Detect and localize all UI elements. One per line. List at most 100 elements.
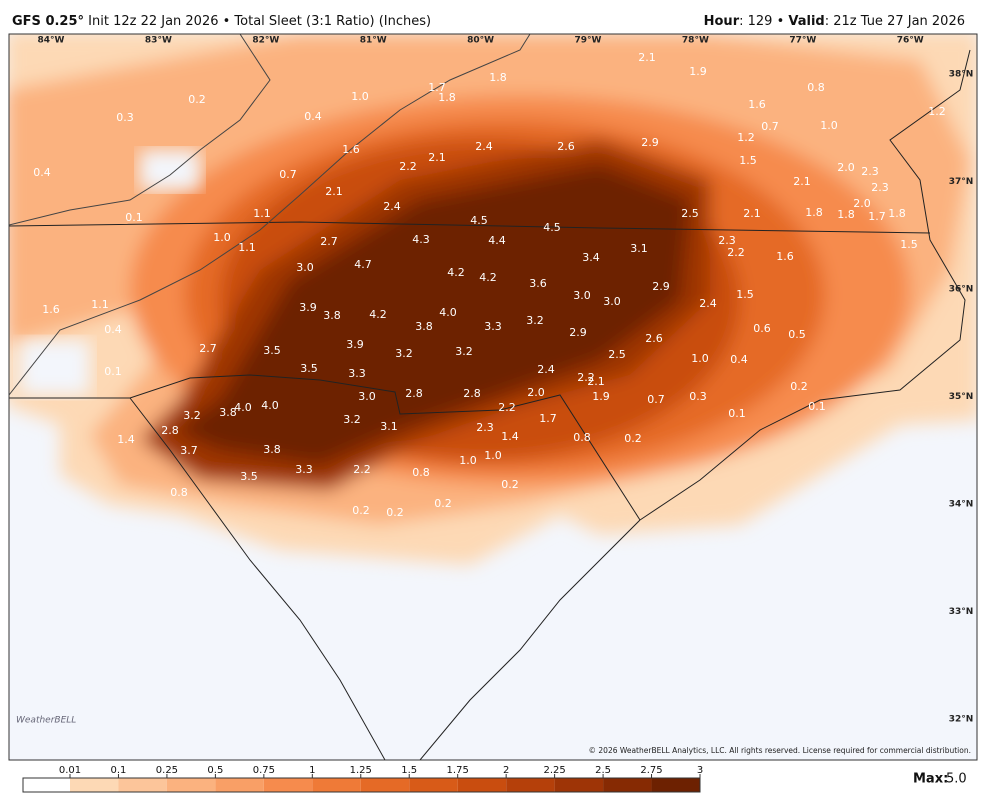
amount-label: 0.7: [647, 393, 665, 406]
amount-label: 2.3: [861, 165, 879, 178]
amount-label: 1.6: [776, 250, 794, 263]
max-label: Max:: [913, 772, 948, 787]
amount-label: 4.7: [354, 258, 372, 271]
longitude-label: 83°W: [145, 36, 172, 46]
header-left: GFS 0.25° Init 12z 22 Jan 2026 • Total S…: [12, 14, 431, 29]
amount-label: 3.0: [603, 295, 621, 308]
amount-label: 2.9: [569, 326, 587, 339]
colorbar-swatch: [554, 778, 604, 792]
latitude-label: 33°N: [949, 607, 974, 617]
amount-label: 0.2: [501, 478, 519, 491]
longitude-label: 81°W: [360, 36, 387, 46]
amount-label: 4.5: [543, 221, 561, 234]
amount-label: 2.8: [161, 424, 179, 437]
amount-label: 2.9: [652, 280, 670, 293]
amount-label: 0.4: [104, 323, 122, 336]
amount-label: 2.4: [537, 363, 555, 376]
sleet-shading: [9, 34, 977, 565]
amount-label: 1.2: [928, 105, 946, 118]
amount-label: 2.2: [498, 401, 516, 414]
amount-label: 4.2: [479, 271, 497, 284]
amount-label: 3.7: [180, 444, 198, 457]
amount-label: 4.5: [470, 214, 488, 227]
amount-label: 3.3: [295, 463, 313, 476]
amount-label: 3.9: [299, 301, 317, 314]
colorbar-swatch: [118, 778, 167, 792]
amount-label: 0.2: [434, 497, 452, 510]
amount-label: 2.0: [527, 386, 545, 399]
amount-label: 3.6: [529, 277, 547, 290]
latitude-label: 35°N: [949, 392, 974, 402]
amount-label: 0.8: [170, 486, 188, 499]
model: GFS 0.25°: [12, 14, 84, 29]
amount-label: 1.7: [539, 412, 557, 425]
longitude-label: 77°W: [789, 36, 816, 46]
colorbar-swatch: [23, 778, 70, 792]
amount-label: 0.4: [730, 353, 748, 366]
colorbar-swatch: [457, 778, 507, 792]
hour-label: Hour: [704, 14, 740, 29]
amount-label: 0.2: [790, 380, 808, 393]
amount-label: 2.3: [871, 181, 889, 194]
latitude-label: 38°N: [949, 70, 974, 80]
amount-label: 4.2: [369, 308, 387, 321]
longitude-label: 78°W: [682, 36, 709, 46]
amount-label: 1.4: [501, 430, 519, 443]
description: Init 12z 22 Jan 2026 • Total Sleet (3:1 …: [88, 14, 431, 29]
colorbar-swatch: [603, 778, 652, 792]
amount-label: 3.2: [455, 345, 473, 358]
amount-label: 2.2: [727, 246, 745, 259]
latitude-label: 37°N: [949, 177, 974, 187]
amount-label: 0.5: [788, 328, 806, 341]
amount-label: 0.7: [279, 168, 297, 181]
amount-label: 2.0: [853, 197, 871, 210]
latitude-label: 34°N: [949, 500, 974, 510]
amount-label: 3.3: [348, 367, 366, 380]
amount-label: 2.3: [476, 421, 494, 434]
longitude-label: 84°W: [38, 36, 65, 46]
gap: [20, 340, 90, 395]
colorbar-tick-label: 1.5: [401, 765, 417, 776]
amount-label: 0.1: [728, 407, 746, 420]
longitude-label: 76°W: [897, 36, 924, 46]
colorbar-tick-label: 3: [697, 765, 703, 776]
amount-label: 3.0: [573, 289, 591, 302]
colorbar-tick-label: 2.25: [543, 765, 565, 776]
amount-label: 2.2: [399, 160, 417, 173]
amount-label: 2.1: [587, 375, 605, 388]
amount-label: 4.0: [261, 399, 279, 412]
amount-label: 2.2: [577, 371, 595, 384]
amount-label: 3.0: [296, 261, 314, 274]
amount-label: 0.2: [386, 506, 404, 519]
amount-label: 3.2: [343, 413, 361, 426]
amount-labels: 0.20.31.00.41.71.81.82.11.90.81.60.7 1.01…: [33, 51, 946, 519]
amount-label: 2.1: [743, 207, 761, 220]
longitude-label: 82°W: [252, 36, 279, 46]
amount-label: 2.4: [699, 297, 717, 310]
colorbar-swatch: [312, 778, 361, 792]
amount-label: 0.7: [761, 120, 779, 133]
amount-label: 1.5: [739, 154, 757, 167]
amount-label: 3.2: [526, 314, 544, 327]
amount-label: 3.5: [300, 362, 318, 375]
amount-label: 2.6: [557, 140, 575, 153]
colorbar-swatch: [409, 778, 458, 792]
amount-label: 1.1: [238, 241, 256, 254]
amount-label: 1.8: [888, 207, 906, 220]
amount-label: 2.7: [199, 342, 217, 355]
amount-label: 1.8: [438, 91, 456, 104]
colorbar-swatch: [651, 778, 700, 792]
colorbar-tick-label: 2: [503, 765, 509, 776]
map-frame: [8, 33, 978, 761]
amount-label: 1.1: [91, 298, 109, 311]
amount-label: 2.5: [681, 207, 699, 220]
amount-label: 1.8: [805, 206, 823, 219]
amount-label: 0.2: [624, 432, 642, 445]
amount-label: 3.4: [582, 251, 600, 264]
amount-label: 2.4: [475, 140, 493, 153]
amount-label: 1.6: [342, 143, 360, 156]
amount-label: 0.8: [412, 466, 430, 479]
amount-label: 3.2: [395, 347, 413, 360]
amount-label: 3.8: [219, 406, 237, 419]
